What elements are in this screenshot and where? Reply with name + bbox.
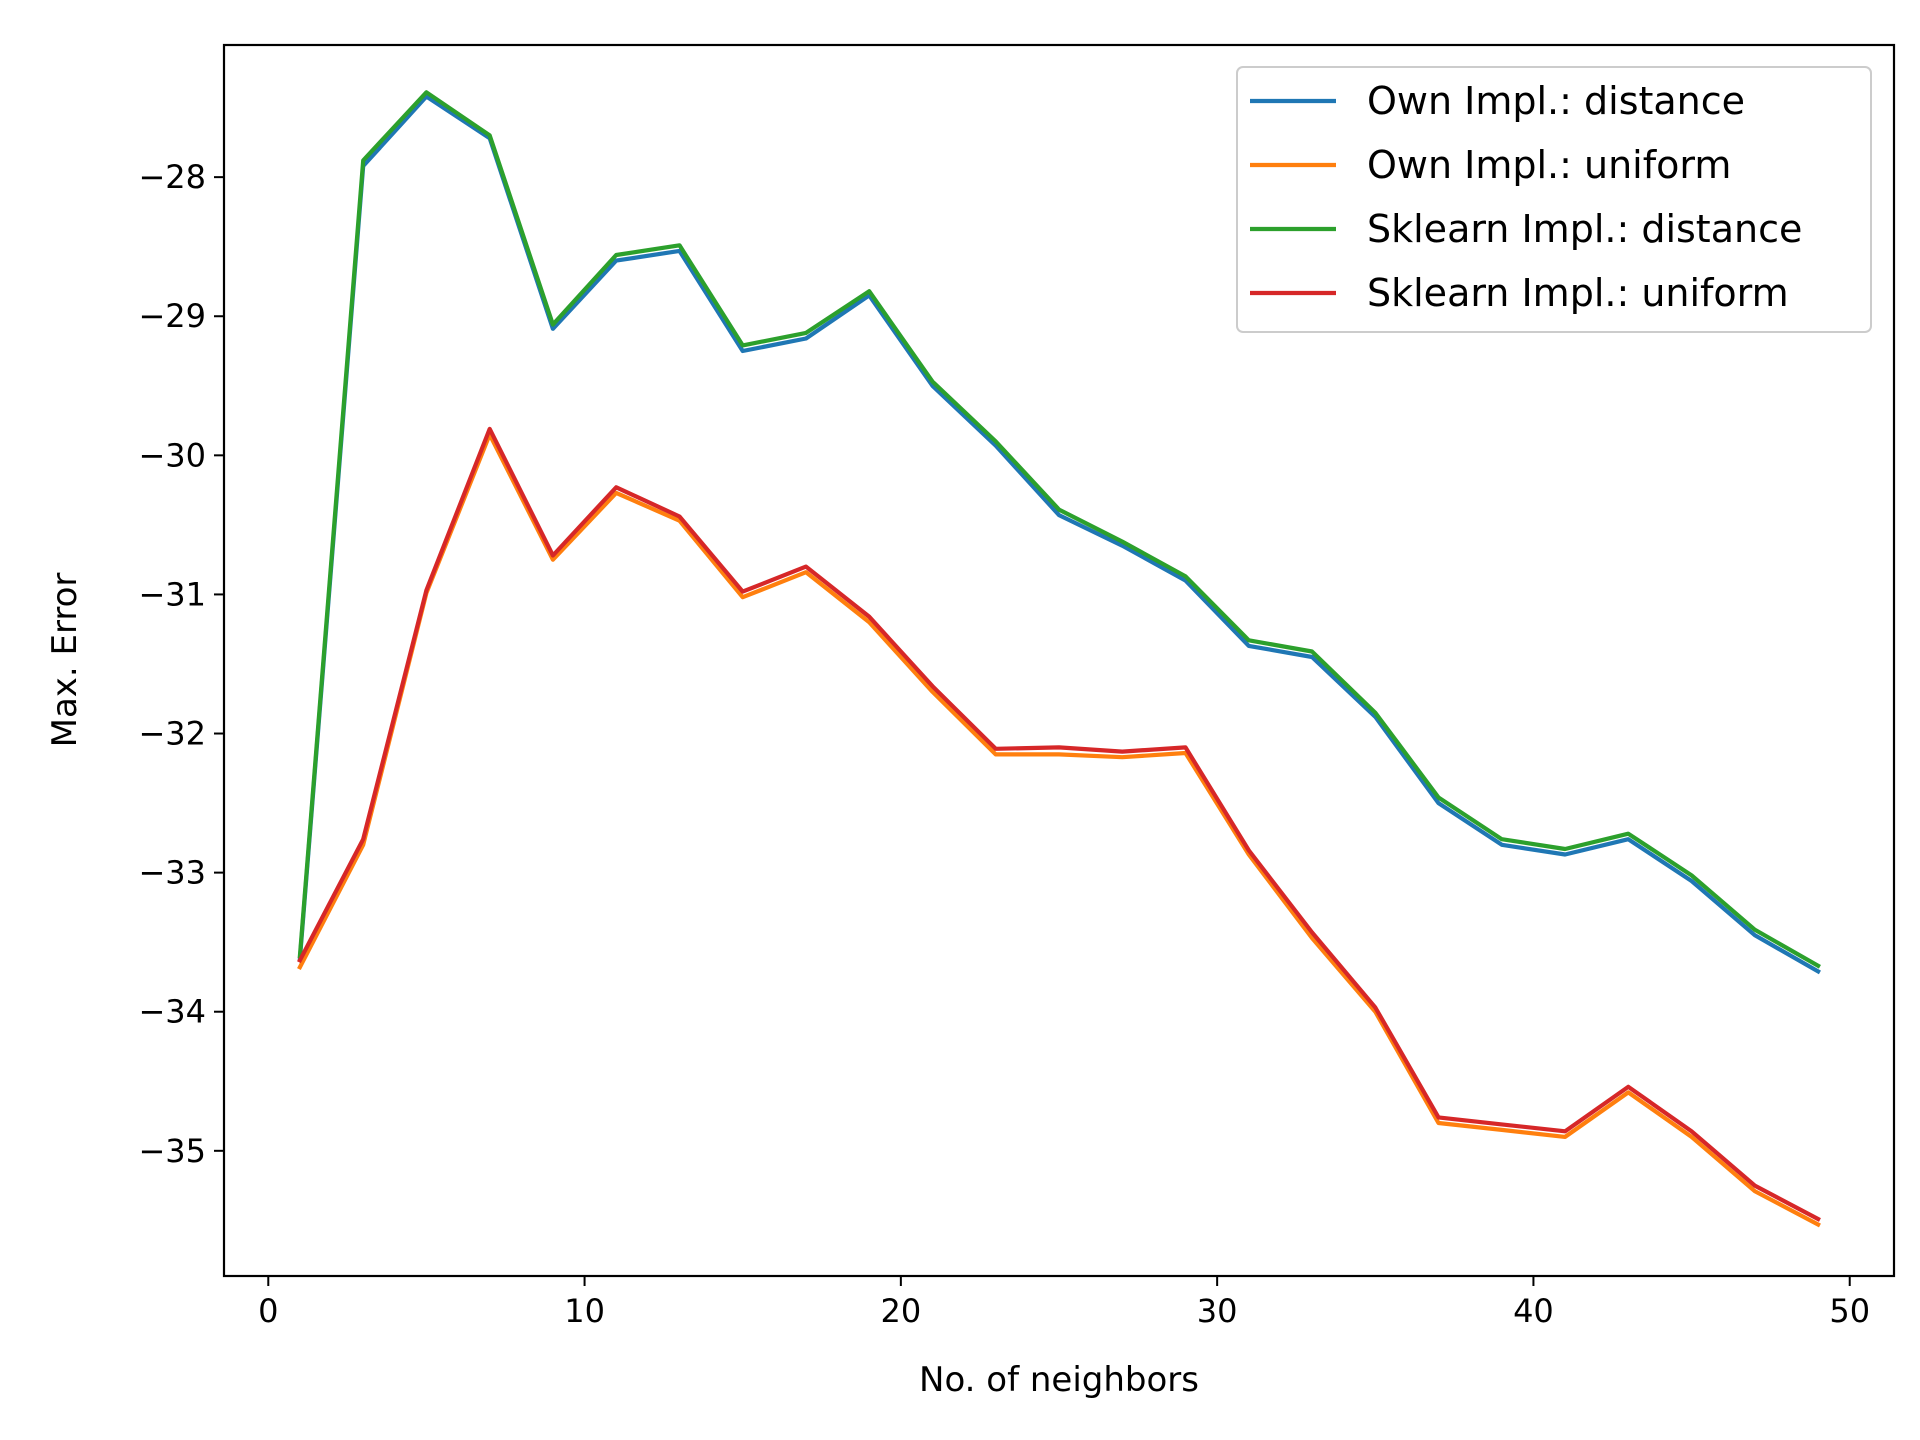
- y-tick-label: −35: [138, 1132, 206, 1170]
- y-tick-label: −32: [138, 715, 206, 753]
- legend-label-1: Own Impl.: distance: [1367, 79, 1745, 123]
- x-axis-label: No. of neighbors: [919, 1360, 1199, 1400]
- legend-box: [1236, 66, 1872, 333]
- y-axis-label: Max. Error: [45, 573, 85, 748]
- x-tick-label: 40: [1513, 1292, 1554, 1330]
- x-tick-label: 20: [880, 1292, 921, 1330]
- y-tick-label: −28: [138, 158, 206, 196]
- series-line-1: [297, 94, 1821, 975]
- legend-items: Own Impl.: distance Own Impl.: uniform Skl…: [1250, 79, 1802, 315]
- x-tick-label: 0: [258, 1292, 278, 1330]
- x-tick-label: 10: [564, 1292, 605, 1330]
- y-tick-label: −31: [138, 575, 206, 613]
- series-line-4: [297, 426, 1821, 1222]
- y-axis-ticks: −35 −34 −33 −32 −31 −30 −29 −28: [138, 158, 224, 1170]
- legend-label-3: Sklearn Impl.: distance: [1367, 207, 1802, 251]
- series-line-3: [297, 90, 1821, 969]
- y-tick-label: −29: [138, 297, 206, 335]
- series-layer: [297, 90, 1821, 1228]
- series-line-2: [297, 432, 1821, 1228]
- plot-frame: [222, 43, 1896, 1278]
- x-axis-ticks: 0 10 20 30 40 50: [258, 1276, 1870, 1330]
- legend-label-2: Own Impl.: uniform: [1367, 143, 1731, 187]
- y-tick-label: −33: [138, 854, 206, 892]
- legend-label-4: Sklearn Impl.: uniform: [1367, 271, 1789, 315]
- y-tick-label: −34: [138, 993, 206, 1031]
- legend: Own Impl.: distance Own Impl.: uniform Skl…: [1236, 66, 1872, 333]
- x-tick-label: 30: [1197, 1292, 1238, 1330]
- x-tick-label: 50: [1829, 1292, 1870, 1330]
- y-tick-label: −30: [138, 436, 206, 474]
